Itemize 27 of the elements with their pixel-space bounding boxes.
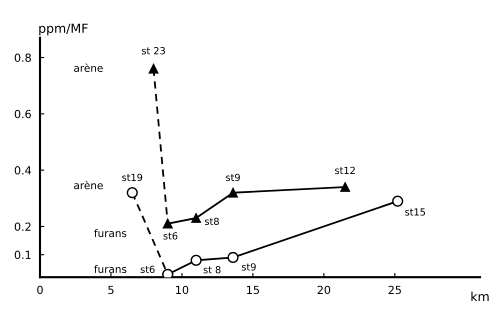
- y-tick-label: 0.6: [14, 110, 31, 118]
- y-tick-label: 0.4: [14, 166, 32, 175]
- x-tick-label: 20: [318, 286, 330, 294]
- annotation: st9: [226, 174, 240, 182]
- annotation: st12: [335, 166, 355, 174]
- annotation: arène: [74, 63, 103, 72]
- annotation: st19: [122, 174, 142, 182]
- annotation: furans: [94, 229, 126, 238]
- y-tick-label: 0.2: [14, 222, 31, 231]
- annotation: st6: [140, 266, 155, 274]
- x-tick-label: 10: [176, 286, 188, 294]
- annotation: st15: [405, 208, 426, 216]
- y-tick-label: 0.1: [14, 250, 31, 260]
- x-tick-label: 0: [37, 286, 43, 294]
- y-tick-label: 0.8: [14, 53, 31, 62]
- annotation: st 23: [142, 47, 165, 54]
- x-axis-title: km: [471, 292, 489, 302]
- annotation: arène: [74, 180, 103, 190]
- annotation: st6: [164, 232, 178, 240]
- x-tick-label: 25: [388, 286, 401, 294]
- annotation: st 8: [204, 266, 221, 274]
- annotation: furans: [94, 264, 126, 274]
- x-tick-label: 15: [247, 286, 259, 294]
- annotation: st9: [242, 263, 256, 271]
- x-tick-label: 5: [108, 286, 114, 294]
- annotation: st8: [204, 218, 219, 226]
- y-axis-title: ppm/MF: [39, 24, 88, 36]
